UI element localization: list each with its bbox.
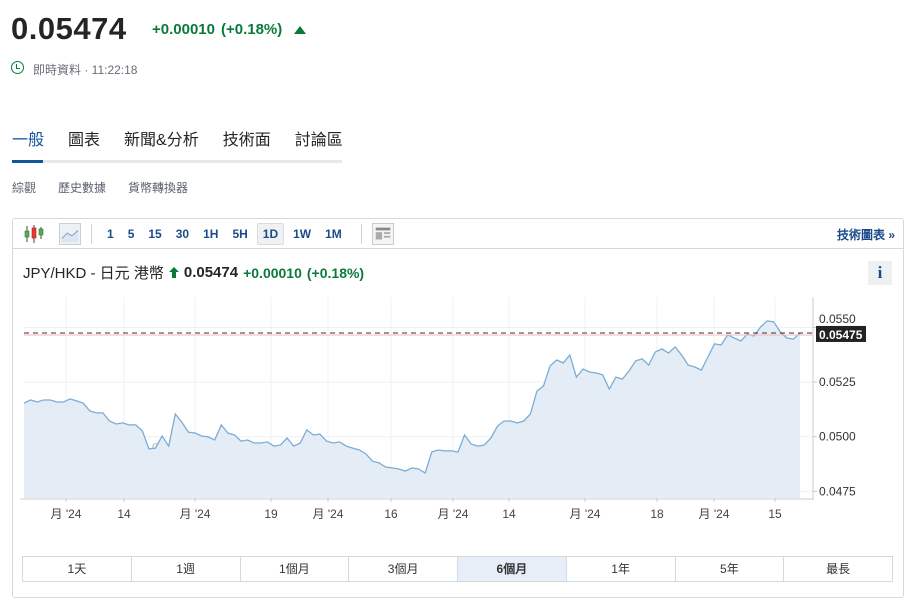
x-tick-label: 15 bbox=[768, 507, 782, 521]
x-tick-label: 月 '24 bbox=[313, 507, 344, 521]
x-tick-label: 16 bbox=[384, 507, 398, 521]
y-tick-label: 0.0500 bbox=[819, 430, 856, 444]
period-selector: 1天 1週 1個月 3個月 6個月 1年 5年 最長 bbox=[22, 556, 893, 582]
x-tick-label: 14 bbox=[117, 507, 131, 521]
x-tick-label: 月 '24 bbox=[699, 507, 730, 521]
x-tick-label: 14 bbox=[502, 507, 516, 521]
x-tick-label: 18 bbox=[650, 507, 664, 521]
period-5y[interactable]: 5年 bbox=[676, 557, 785, 581]
period-1m[interactable]: 1個月 bbox=[241, 557, 350, 581]
period-3m[interactable]: 3個月 bbox=[349, 557, 458, 581]
period-max[interactable]: 最長 bbox=[784, 557, 892, 581]
area-fill bbox=[24, 321, 800, 498]
x-tick-label: 月 '24 bbox=[438, 507, 469, 521]
period-1w[interactable]: 1週 bbox=[132, 557, 241, 581]
y-tick-label: 0.0525 bbox=[819, 375, 856, 389]
x-tick-label: 月 '24 bbox=[51, 507, 82, 521]
period-6m[interactable]: 6個月 bbox=[458, 557, 567, 581]
x-tick-label: 月 '24 bbox=[570, 507, 601, 521]
x-tick-label: 19 bbox=[264, 507, 278, 521]
y-tick-label: 0.0475 bbox=[819, 484, 856, 498]
period-1d[interactable]: 1天 bbox=[23, 557, 132, 581]
last-price-label: 0.05475 bbox=[819, 328, 863, 342]
y-tick-label: 0.0550 bbox=[819, 312, 856, 326]
x-tick-label: 月 '24 bbox=[180, 507, 211, 521]
period-1y[interactable]: 1年 bbox=[567, 557, 676, 581]
